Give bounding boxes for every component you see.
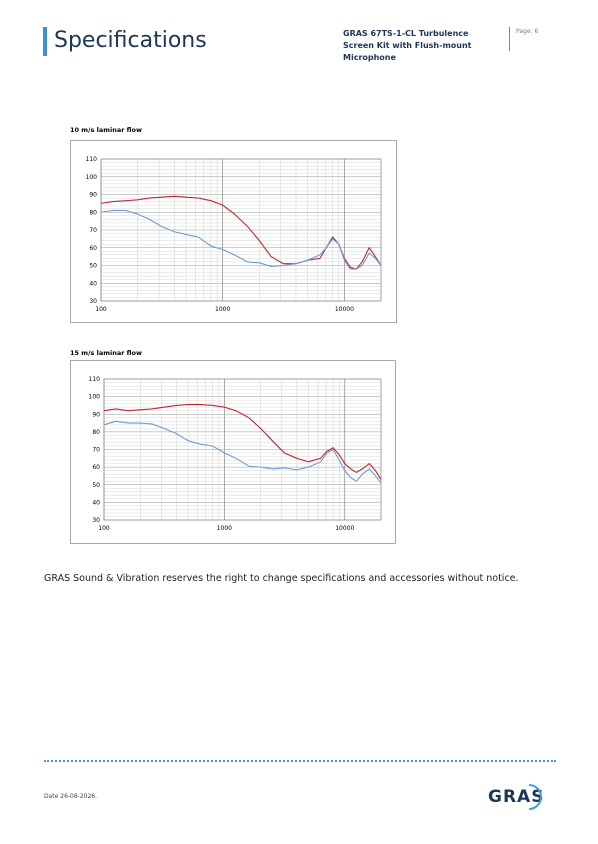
series-line bbox=[103, 404, 382, 480]
x-tick-label: 10000 bbox=[335, 525, 354, 532]
y-tick-label: 90 bbox=[89, 192, 97, 199]
x-tick-label: 1000 bbox=[217, 525, 232, 532]
divider bbox=[509, 27, 510, 51]
y-tick-label: 70 bbox=[92, 447, 100, 454]
notice: GRAS Sound & Vibration reserves the righ… bbox=[44, 573, 519, 584]
y-tick-label: 50 bbox=[89, 263, 97, 270]
chart-title: 10 m/s laminar flow bbox=[70, 126, 142, 134]
y-tick-label: 40 bbox=[92, 499, 100, 506]
chart-frame bbox=[70, 140, 397, 323]
y-tick-label: 80 bbox=[89, 209, 97, 216]
x-tick-label: 10000 bbox=[335, 306, 354, 313]
dotted-rule bbox=[44, 760, 556, 762]
plot-border bbox=[100, 158, 382, 302]
y-tick-label: 100 bbox=[86, 174, 98, 181]
logo: GRAS bbox=[488, 787, 545, 807]
plot-border bbox=[103, 378, 382, 521]
y-tick-label: 50 bbox=[92, 482, 100, 489]
y-tick-label: 40 bbox=[89, 280, 97, 287]
x-tick-label: 100 bbox=[95, 306, 107, 313]
x-tick-label: 1000 bbox=[215, 306, 230, 313]
chart: 30 40 50 60 70 80 90 100 110 100 1000 10000 bbox=[70, 360, 396, 544]
title-bar bbox=[43, 27, 47, 56]
chart: 30 40 50 60 70 80 90 100 110 100 1000 10000 bbox=[70, 140, 397, 323]
y-tick-label: 110 bbox=[86, 156, 98, 163]
y-tick-label: 80 bbox=[92, 429, 100, 436]
chart-frame bbox=[70, 360, 396, 544]
y-tick-label: 60 bbox=[89, 245, 97, 252]
chart-title: 15 m/s laminar flow bbox=[70, 349, 142, 357]
series-line bbox=[100, 195, 382, 270]
y-tick-label: 30 bbox=[89, 298, 97, 305]
y-tick-label: 30 bbox=[92, 517, 100, 524]
y-tick-label: 110 bbox=[89, 376, 101, 383]
page-number: Page: 6 bbox=[516, 28, 539, 35]
product-title: GRAS 67TS-1-CL Turbulence Screen Kit wit… bbox=[343, 29, 472, 62]
logo-arc bbox=[528, 784, 542, 810]
y-tick-label: 90 bbox=[92, 411, 100, 418]
y-tick-label: 70 bbox=[89, 227, 97, 234]
date: Date 26-08-2026. bbox=[44, 793, 98, 800]
series-line bbox=[103, 420, 382, 484]
y-tick-label: 60 bbox=[92, 464, 100, 471]
y-tick-label: 100 bbox=[89, 394, 101, 401]
x-tick-label: 100 bbox=[98, 525, 110, 532]
series-line bbox=[100, 209, 382, 270]
page-title: Specifications bbox=[54, 28, 207, 53]
